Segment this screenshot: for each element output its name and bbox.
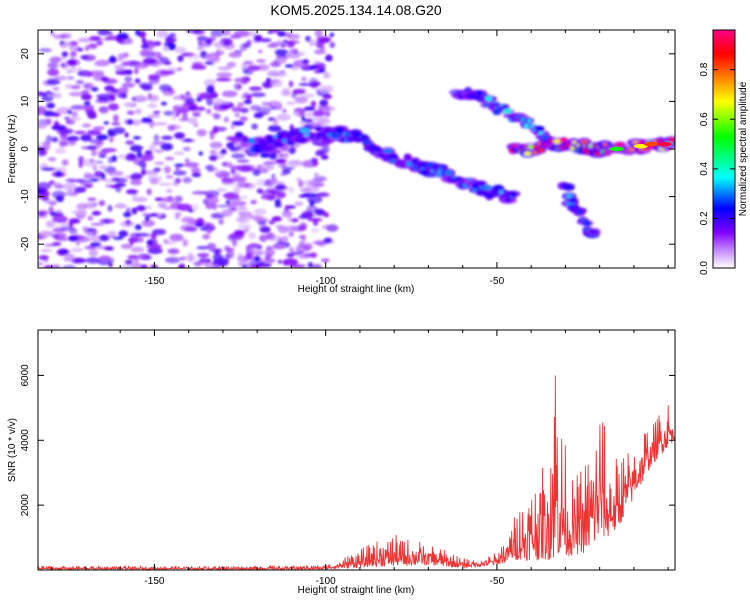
snr-panel: -150 -100 -50 2000 4000 6000 Height of straig… bbox=[7, 329, 676, 596]
colorbar-axis: 0.0 0.2 0.4 0.6 0.8 bbox=[699, 62, 735, 275]
x-tick-label: -50 bbox=[490, 576, 505, 587]
colorbar-frame bbox=[712, 29, 736, 269]
colorbar-tick-label: 0.4 bbox=[699, 161, 710, 175]
colorbar-tick-label: 0.8 bbox=[699, 62, 710, 76]
x-tick-label: -100 bbox=[316, 576, 336, 587]
snr-axes: -150 -100 -50 2000 4000 6000 bbox=[20, 330, 675, 587]
colorbar: 0.0 0.2 0.4 0.6 0.8 Normalized spectral ampl… bbox=[699, 29, 749, 275]
colorbar-gradient bbox=[713, 30, 735, 268]
chart-title: KOM5.2025.134.14.08.G20 bbox=[270, 2, 441, 18]
snr-frame bbox=[37, 329, 676, 571]
y-tick-label: 2000 bbox=[20, 494, 31, 517]
colorbar-tick-label: 0.2 bbox=[699, 211, 710, 225]
y-tick-label: -10 bbox=[20, 189, 31, 204]
y-tick-label: 0 bbox=[20, 146, 31, 152]
y-tick-label: 4000 bbox=[20, 429, 31, 452]
y-tick-label: -20 bbox=[20, 237, 31, 252]
spectrogram-heatmap bbox=[38, 30, 675, 268]
spectrogram-y-axis-label: Frequency (Hz) bbox=[7, 115, 18, 184]
y-tick-label: 20 bbox=[20, 48, 31, 60]
x-tick-label: -150 bbox=[144, 276, 164, 287]
y-tick-label: 6000 bbox=[20, 364, 31, 387]
snr-line bbox=[38, 375, 675, 570]
colorbar-tick-label: 0.6 bbox=[699, 112, 710, 126]
x-tick-label: -100 bbox=[316, 276, 336, 287]
snr-series-line bbox=[38, 375, 675, 570]
x-tick-label: -150 bbox=[144, 576, 164, 587]
x-tick-label: -50 bbox=[490, 276, 505, 287]
y-tick-label: 10 bbox=[20, 95, 31, 107]
colorbar-tick-label: 0.0 bbox=[699, 261, 710, 275]
snr-x-axis-label: Height of straight line (km) bbox=[298, 585, 415, 596]
spectrogram-x-axis-label: Height of straight line (km) bbox=[298, 284, 415, 295]
snr-y-axis-label: SNR (10 * v/v) bbox=[7, 418, 18, 482]
colorbar-label: Normalized spectral amplitude bbox=[738, 81, 749, 216]
